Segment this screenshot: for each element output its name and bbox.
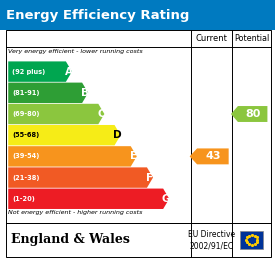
Text: G: G bbox=[162, 194, 170, 204]
Text: (69-80): (69-80) bbox=[12, 111, 40, 117]
Bar bbox=[6, 223, 271, 257]
Text: (1-20): (1-20) bbox=[12, 196, 35, 202]
Text: Current: Current bbox=[196, 34, 228, 43]
Text: E: E bbox=[130, 151, 137, 162]
Text: 43: 43 bbox=[205, 151, 221, 162]
Text: 80: 80 bbox=[245, 109, 261, 119]
Polygon shape bbox=[8, 146, 137, 167]
Polygon shape bbox=[8, 125, 120, 146]
Bar bbox=[240, 231, 263, 249]
Text: B: B bbox=[81, 88, 89, 98]
Bar bbox=[0, 0, 275, 30]
Bar bbox=[6, 30, 271, 223]
Polygon shape bbox=[8, 83, 88, 103]
Text: Potential: Potential bbox=[234, 34, 269, 43]
Text: A: A bbox=[65, 67, 73, 77]
Text: Not energy efficient - higher running costs: Not energy efficient - higher running co… bbox=[8, 210, 143, 215]
Text: (55-68): (55-68) bbox=[12, 132, 40, 138]
Polygon shape bbox=[8, 61, 72, 82]
Text: (81-91): (81-91) bbox=[12, 90, 40, 96]
Text: Energy Efficiency Rating: Energy Efficiency Rating bbox=[6, 9, 189, 22]
Text: F: F bbox=[146, 173, 153, 183]
Polygon shape bbox=[8, 104, 104, 124]
Polygon shape bbox=[231, 106, 267, 122]
Text: EU Directive
2002/91/EC: EU Directive 2002/91/EC bbox=[188, 230, 235, 250]
Polygon shape bbox=[190, 148, 229, 164]
Text: England & Wales: England & Wales bbox=[11, 233, 130, 246]
Text: Very energy efficient - lower running costs: Very energy efficient - lower running co… bbox=[8, 49, 143, 53]
Polygon shape bbox=[8, 189, 169, 209]
Text: (92 plus): (92 plus) bbox=[12, 69, 46, 75]
Polygon shape bbox=[8, 167, 153, 188]
Text: C: C bbox=[97, 109, 105, 119]
Text: (39-54): (39-54) bbox=[12, 154, 40, 159]
Text: (21-38): (21-38) bbox=[12, 175, 40, 181]
Text: D: D bbox=[113, 130, 122, 140]
